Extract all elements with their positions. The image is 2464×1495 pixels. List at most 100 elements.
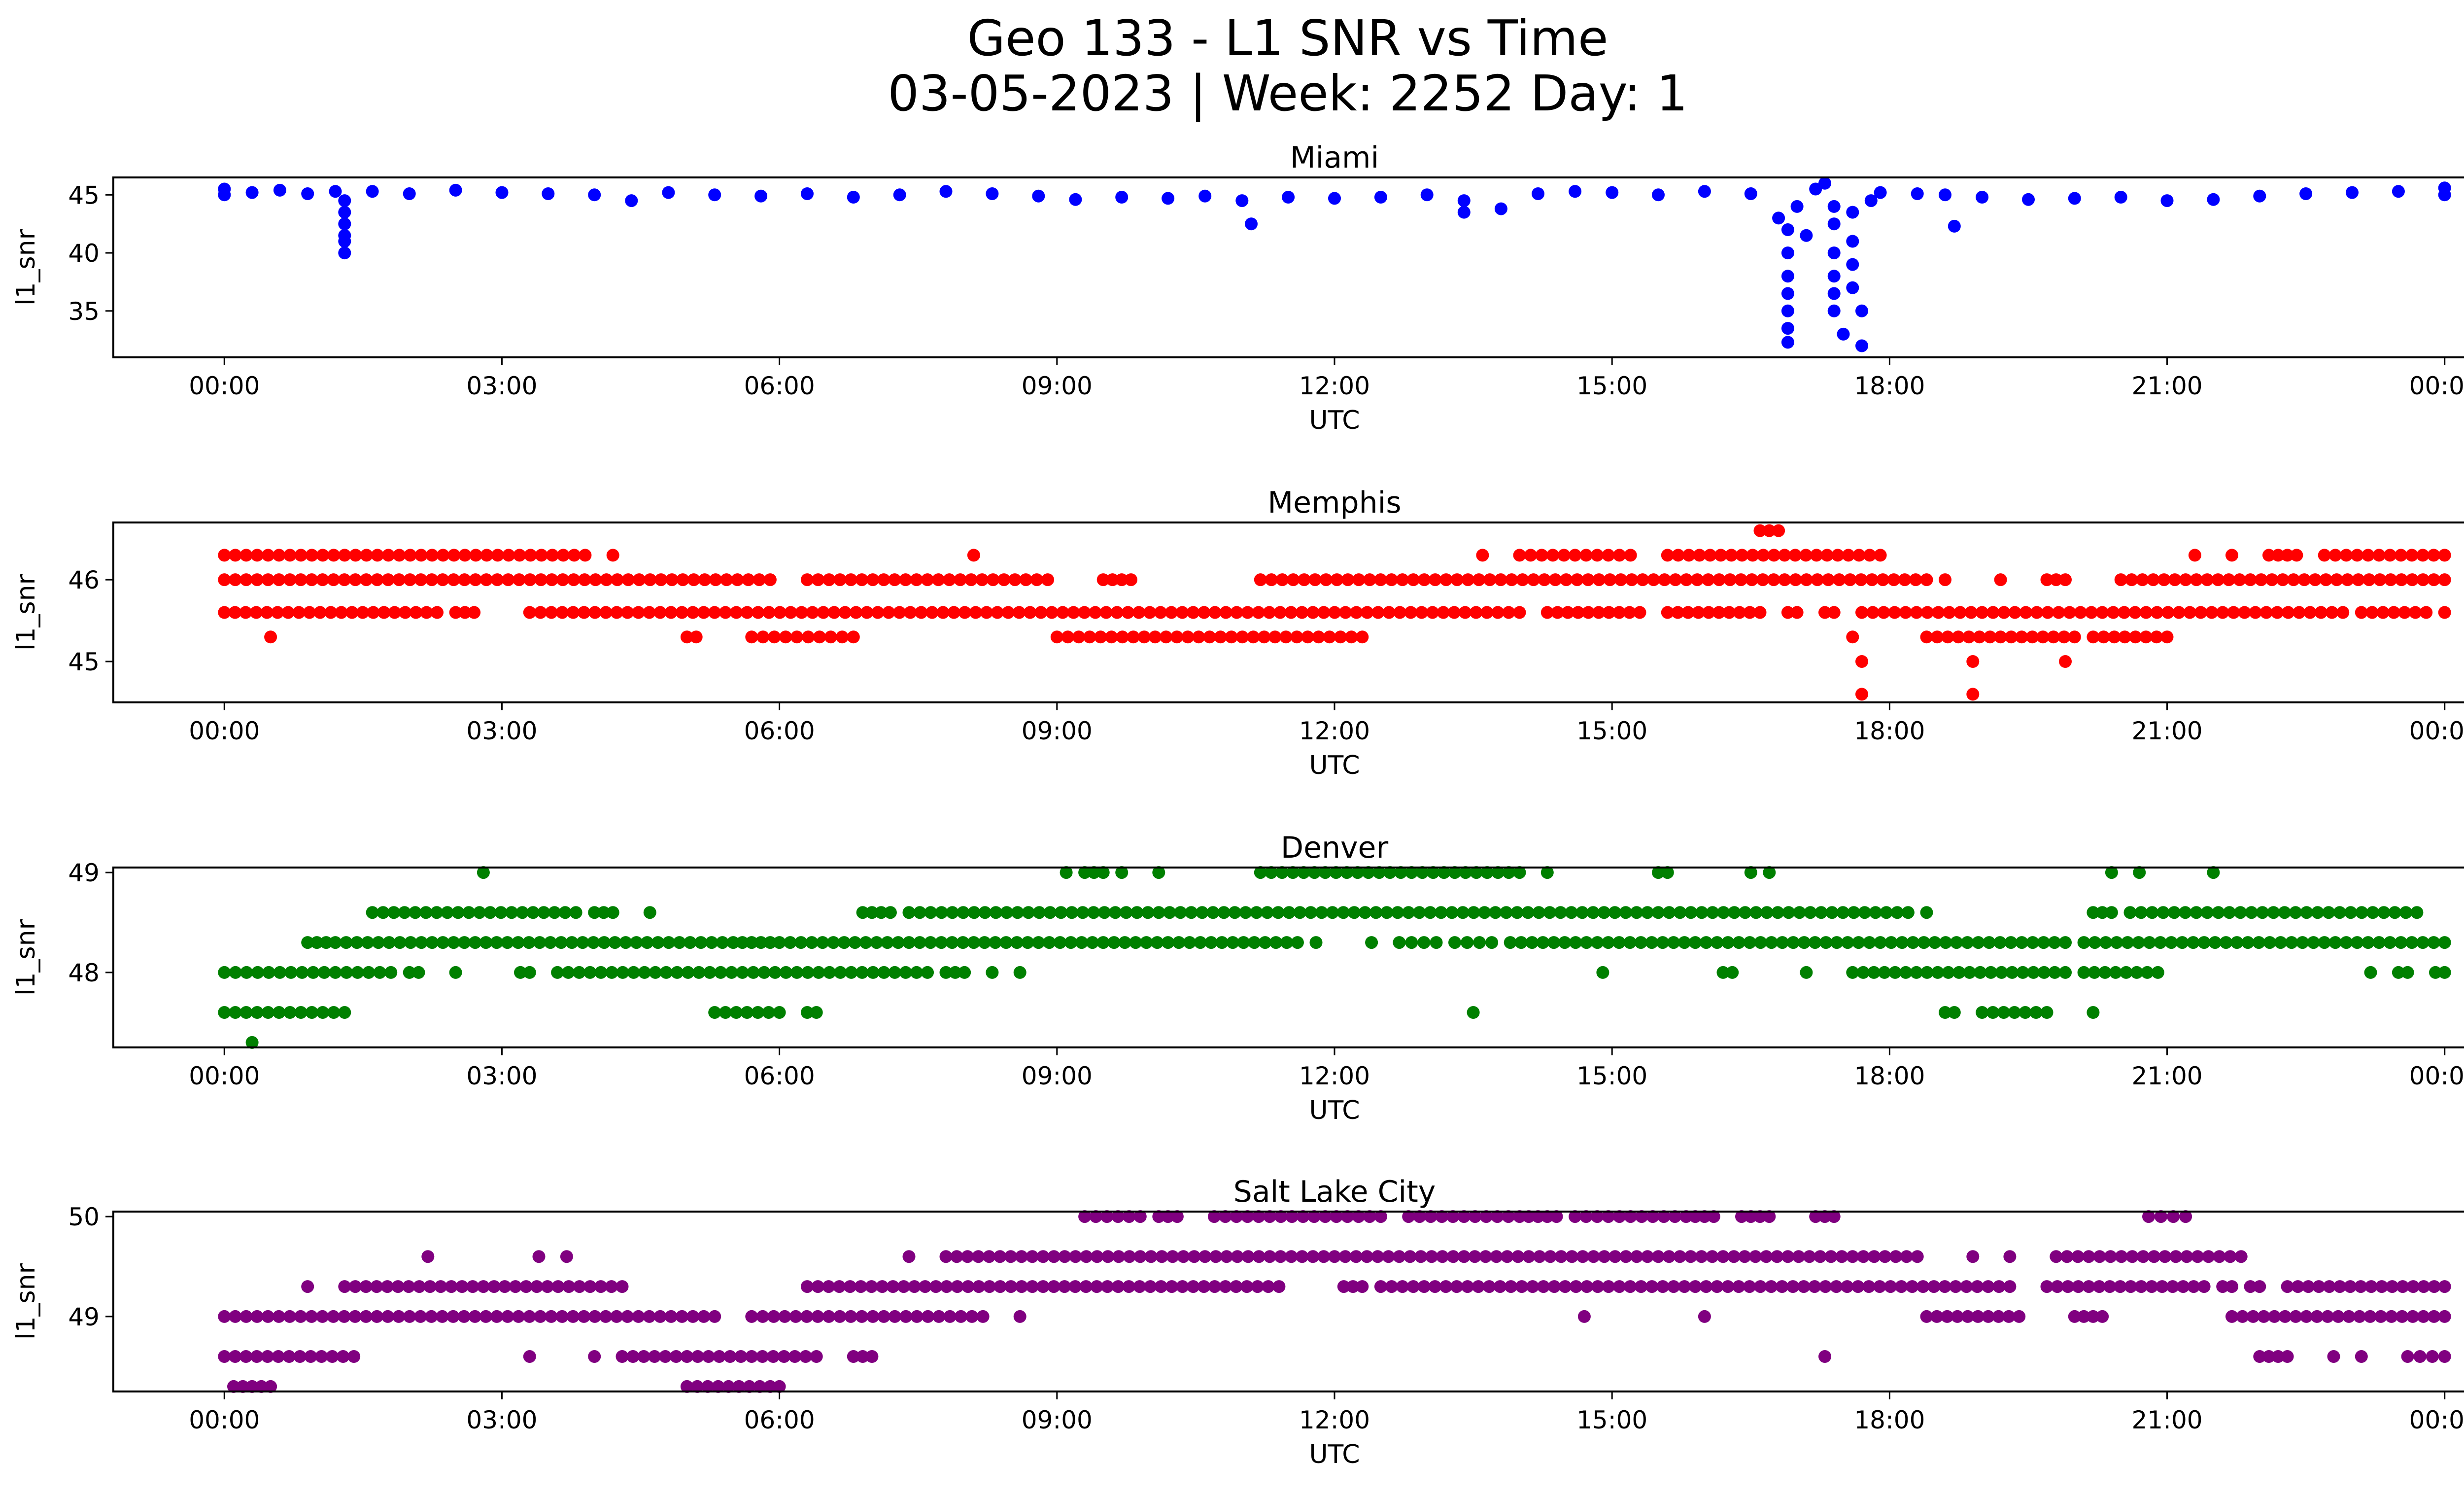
data-point bbox=[2141, 966, 2154, 979]
data-point bbox=[1869, 906, 1882, 919]
data-point bbox=[915, 606, 928, 619]
data-point bbox=[801, 187, 814, 200]
data-point bbox=[1819, 1280, 1832, 1293]
data-point bbox=[1781, 322, 1794, 335]
data-point bbox=[1824, 1250, 1838, 1263]
data-point bbox=[1695, 1250, 1708, 1263]
data-point bbox=[1032, 906, 1046, 919]
data-point bbox=[2438, 181, 2451, 195]
data-point bbox=[732, 1380, 746, 1393]
x-tick-label: 00:00 bbox=[2409, 1406, 2464, 1434]
data-point bbox=[822, 1310, 835, 1323]
data-point bbox=[812, 573, 825, 587]
data-point bbox=[1733, 606, 1746, 619]
data-point bbox=[1930, 630, 1944, 644]
data-point bbox=[2128, 606, 2142, 619]
data-point bbox=[2063, 606, 2076, 619]
data-point bbox=[1096, 573, 1110, 587]
data-point bbox=[1330, 1210, 1343, 1223]
data-point bbox=[1982, 1280, 1995, 1293]
data-point bbox=[929, 1280, 943, 1293]
data-point bbox=[2157, 573, 2171, 587]
data-point bbox=[273, 183, 286, 197]
data-point bbox=[1809, 1210, 1822, 1223]
data-point bbox=[762, 1006, 775, 1019]
data-point bbox=[1165, 606, 1178, 619]
data-point bbox=[716, 936, 729, 949]
data-point bbox=[2352, 573, 2365, 587]
data-point bbox=[1502, 1210, 1515, 1223]
data-point bbox=[2257, 1310, 2270, 1323]
data-point bbox=[2311, 906, 2324, 919]
data-point bbox=[2300, 1310, 2313, 1323]
data-point bbox=[1235, 194, 1249, 208]
data-point bbox=[1852, 549, 1866, 562]
data-point bbox=[1174, 906, 1187, 919]
data-point bbox=[641, 936, 654, 949]
data-point bbox=[294, 549, 308, 562]
data-point bbox=[1350, 606, 1363, 619]
data-point bbox=[284, 966, 298, 979]
data-point bbox=[2088, 936, 2101, 949]
data-point bbox=[753, 1380, 766, 1393]
data-point bbox=[1026, 1280, 1039, 1293]
data-point bbox=[1674, 906, 1687, 919]
data-point bbox=[1591, 1210, 1604, 1223]
data-point bbox=[1549, 573, 1562, 587]
data-point bbox=[1013, 1310, 1027, 1323]
data-point bbox=[329, 185, 342, 198]
data-point bbox=[1689, 1210, 1702, 1223]
data-point bbox=[1863, 936, 1876, 949]
data-point bbox=[1966, 1250, 1980, 1263]
data-point bbox=[856, 1350, 869, 1363]
data-point bbox=[1286, 866, 1300, 879]
data-point bbox=[1250, 906, 1263, 919]
data-point bbox=[722, 1380, 735, 1393]
data-point bbox=[1263, 1210, 1276, 1223]
data-point bbox=[2340, 549, 2353, 562]
data-point bbox=[2098, 966, 2112, 979]
data-point bbox=[1296, 1250, 1309, 1263]
data-point bbox=[1076, 906, 1090, 919]
data-point bbox=[588, 188, 601, 202]
data-point bbox=[978, 906, 992, 919]
data-point bbox=[1273, 606, 1287, 619]
data-point bbox=[1349, 1250, 1363, 1263]
data-point bbox=[1776, 936, 1789, 949]
y-axis-label: l1_snr bbox=[11, 1263, 41, 1340]
data-point bbox=[2303, 606, 2317, 619]
data-point bbox=[2247, 1310, 2260, 1323]
data-point bbox=[1951, 1310, 1964, 1323]
data-point bbox=[414, 573, 427, 587]
data-point bbox=[1735, 1210, 1748, 1223]
data-point bbox=[294, 573, 308, 587]
data-point bbox=[532, 1250, 546, 1263]
data-point bbox=[2130, 966, 2143, 979]
data-point bbox=[753, 573, 766, 587]
data-point bbox=[757, 966, 771, 979]
data-point bbox=[1155, 1250, 1168, 1263]
data-point bbox=[768, 630, 781, 644]
data-point bbox=[1280, 936, 1293, 949]
data-point bbox=[1235, 630, 1249, 644]
data-point bbox=[338, 246, 351, 260]
data-point bbox=[1446, 1250, 1460, 1263]
data-point bbox=[616, 1350, 629, 1363]
data-point bbox=[273, 1006, 286, 1019]
data-point bbox=[1963, 966, 1976, 979]
data-point bbox=[2233, 573, 2246, 587]
data-point bbox=[1319, 1210, 1332, 1223]
data-point bbox=[516, 906, 529, 919]
data-point bbox=[523, 1350, 536, 1363]
data-point bbox=[1624, 1280, 1637, 1293]
data-point bbox=[676, 573, 689, 587]
data-point bbox=[2346, 186, 2359, 199]
data-point bbox=[588, 606, 602, 619]
data-point bbox=[1122, 1280, 1135, 1293]
data-point bbox=[1413, 1210, 1426, 1223]
data-point bbox=[1857, 1250, 1870, 1263]
data-point bbox=[554, 936, 568, 949]
data-point bbox=[1457, 206, 1471, 219]
data-point bbox=[327, 1310, 340, 1323]
data-point bbox=[2115, 1250, 2128, 1263]
